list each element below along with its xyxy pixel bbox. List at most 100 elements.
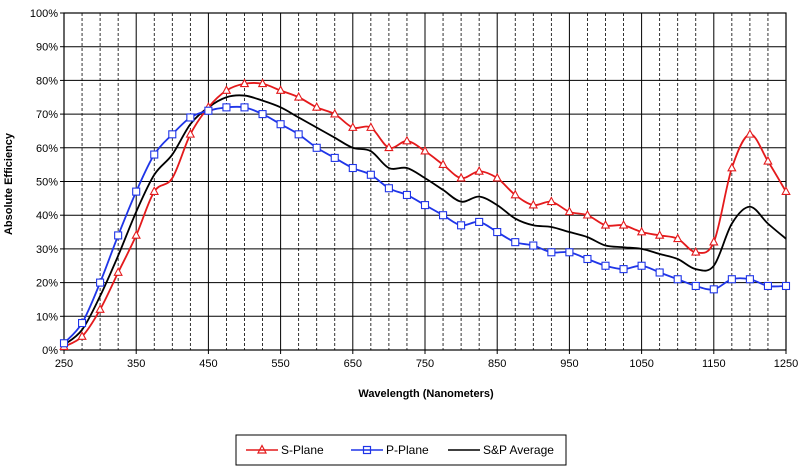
marker-p-plane	[78, 318, 87, 328]
y-tick-label: 0%	[42, 345, 58, 357]
marker-p-plane	[186, 113, 195, 122]
marker-s-plane	[438, 159, 448, 168]
marker-s-plane	[149, 186, 159, 195]
series-markers	[59, 78, 791, 350]
x-tick-label: 850	[488, 358, 506, 370]
marker-p-plane	[673, 275, 682, 284]
legend-label-sp-average: S&P Average	[483, 443, 554, 457]
marker-p-plane	[114, 231, 123, 240]
marker-p-plane	[763, 281, 773, 291]
marker-p-plane	[637, 261, 646, 270]
marker-p-plane	[547, 248, 556, 257]
x-tick-label: 950	[560, 358, 578, 370]
marker-s-plane	[239, 78, 250, 88]
marker-s-plane	[510, 189, 520, 199]
x-tick-label: 750	[416, 358, 434, 370]
marker-p-plane	[96, 278, 105, 287]
marker-s-plane	[95, 304, 105, 313]
marker-p-plane	[132, 187, 141, 196]
marker-s-plane	[384, 142, 394, 152]
marker-p-plane	[727, 275, 736, 284]
marker-p-plane	[384, 184, 393, 193]
marker-s-plane	[600, 219, 611, 229]
marker-p-plane	[601, 261, 610, 270]
x-tick-label: 350	[127, 358, 145, 370]
marker-s-plane	[528, 199, 539, 209]
marker-s-plane	[745, 128, 755, 138]
marker-p-plane	[150, 150, 159, 159]
marker-p-plane	[366, 170, 375, 179]
marker-s-plane	[709, 236, 719, 246]
x-tick-label: 250	[55, 358, 73, 370]
marker-s-plane	[727, 162, 737, 172]
y-axis-title: Absolute Efficiency	[3, 132, 15, 235]
y-tick-label: 40%	[36, 210, 58, 222]
marker-p-plane	[655, 268, 664, 277]
marker-s-plane	[402, 135, 412, 145]
marker-p-plane	[691, 281, 700, 291]
marker-p-plane	[402, 190, 412, 200]
marker-p-plane	[240, 103, 249, 112]
marker-p-plane	[709, 285, 718, 294]
legend-label-p-plane: P-Plane	[386, 443, 429, 457]
marker-p-plane	[619, 265, 628, 274]
marker-s-plane	[257, 78, 268, 88]
y-tick-label: 90%	[36, 42, 58, 54]
y-tick-label: 20%	[36, 278, 58, 290]
marker-p-plane	[222, 103, 231, 112]
marker-s-plane	[348, 122, 358, 131]
tick-labels: 250 350 450 550 650 750 850 950 1050 1150 1250 0% 10…	[30, 8, 798, 370]
marker-p-plane	[168, 130, 177, 139]
marker-s-plane	[131, 230, 141, 239]
legend-entry-s-plane: S-Plane	[246, 443, 324, 457]
series-line-s-p-average	[63, 94, 787, 346]
marker-s-plane	[654, 230, 665, 239]
marker-p-plane	[330, 153, 339, 162]
marker-p-plane	[457, 221, 466, 230]
marker-p-plane	[781, 281, 791, 291]
legend-box	[235, 434, 567, 466]
marker-p-plane	[529, 241, 538, 250]
marker-s-plane	[763, 155, 773, 165]
marker-p-plane	[438, 211, 448, 220]
x-tick-label: 550	[271, 358, 289, 370]
marker-s-plane	[420, 145, 430, 155]
marker-s-plane	[691, 246, 701, 256]
marker-s-plane	[492, 172, 502, 182]
marker-p-plane	[294, 130, 303, 139]
marker-s-plane	[113, 267, 123, 276]
legend-entry-sp-average: S&P Average	[448, 443, 554, 457]
axes	[60, 12, 787, 354]
x-tick-label: 450	[199, 358, 217, 370]
x-tick-label: 650	[344, 358, 362, 370]
legend-square-marker-icon	[362, 445, 372, 455]
marker-s-plane	[636, 226, 647, 236]
marker-s-plane	[366, 122, 376, 131]
marker-s-plane	[330, 108, 340, 118]
marker-p-plane	[745, 275, 754, 284]
marker-s-plane	[546, 196, 557, 206]
y-tick-label: 70%	[36, 109, 58, 121]
marker-p-plane	[475, 217, 484, 226]
marker-s-plane	[185, 128, 196, 138]
x-tick-label: 1250	[774, 358, 798, 370]
marker-p-plane	[204, 106, 213, 115]
marker-p-plane	[493, 228, 502, 237]
x-tick-label: 1050	[629, 358, 653, 370]
marker-p-plane	[583, 254, 592, 264]
marker-p-plane	[312, 143, 321, 152]
y-tick-label: 100%	[30, 8, 58, 20]
marker-s-plane	[221, 85, 232, 94]
legend: S-Plane P-Plane S&P Average	[235, 434, 567, 466]
marker-s-plane	[456, 172, 466, 182]
marker-s-plane	[293, 91, 304, 101]
x-axis-title: Wavelength (Nanometers)	[358, 388, 494, 400]
marker-s-plane	[275, 85, 286, 94]
marker-s-plane	[672, 233, 683, 243]
marker-p-plane	[565, 248, 574, 257]
legend-triangle-marker-icon	[257, 444, 267, 454]
marker-p-plane	[348, 163, 357, 173]
marker-s-plane	[474, 166, 484, 175]
